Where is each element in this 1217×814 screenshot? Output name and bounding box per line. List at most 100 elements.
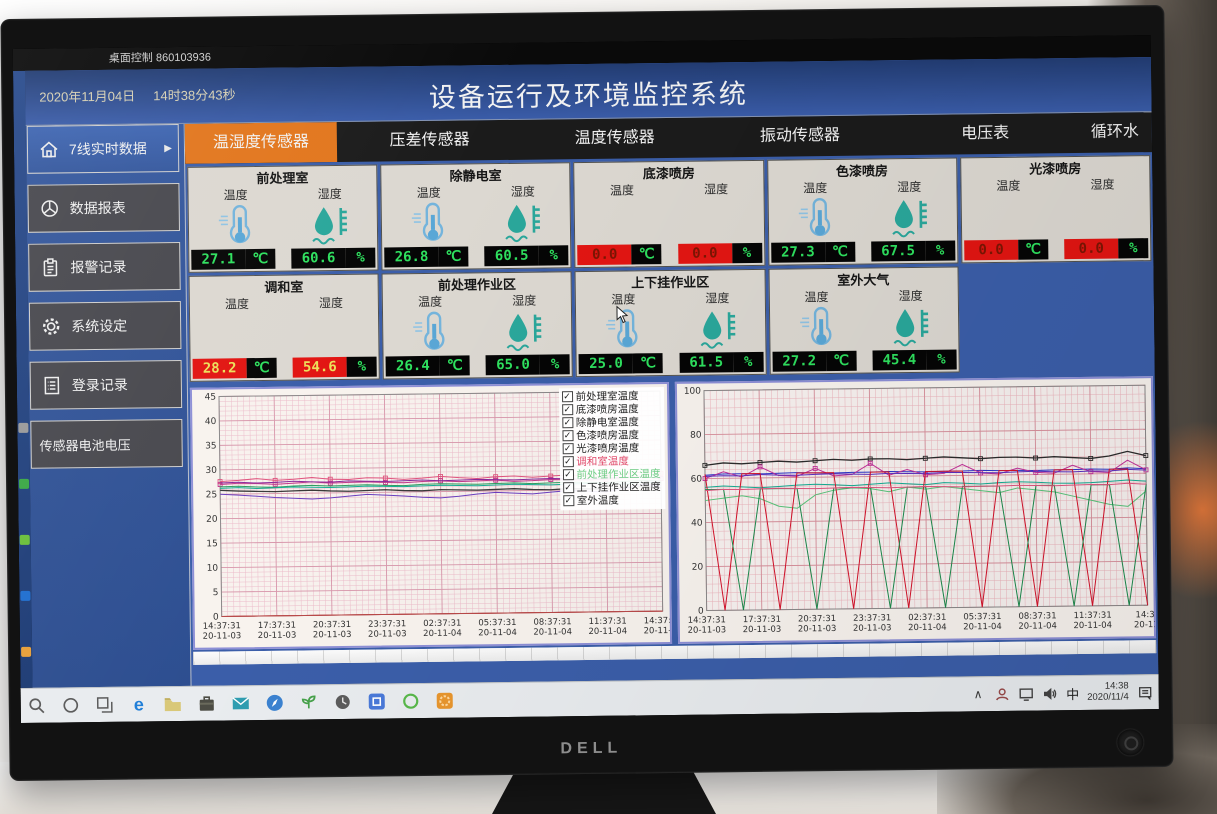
tab-5[interactable]: 电压表 [961,124,1010,143]
edge-icon[interactable]: e [133,694,144,715]
volume-icon[interactable] [1042,685,1058,701]
sidebar-item-4[interactable]: 系统设定 [28,300,182,351]
humidity-reading: 61.5% [679,351,764,373]
humidity-unit: % [733,351,764,373]
temp-label: 温度 [609,183,635,198]
svg-text:14:37:31: 14:37:31 [203,621,241,631]
svg-text:20:37:31: 20:37:31 [313,620,351,630]
desktop-icon-blue-app[interactable] [20,590,31,601]
sidebar-item-3[interactable]: 报警记录 [28,241,181,292]
humidity-reading: 60.5% [484,245,569,267]
humidity-label: 湿度 [705,291,730,306]
sidebar-item-5[interactable]: 登录记录 [29,359,183,410]
folder-icon[interactable] [163,694,183,714]
tab-4[interactable]: 振动传感器 [759,126,841,145]
svg-text:23:37:31: 23:37:31 [368,619,406,629]
humidity-unit: % [539,354,571,375]
remote-control-label: 桌面控制 860103936 [108,51,212,65]
legend-checkbox[interactable]: ✓ [561,430,574,442]
cortana-icon[interactable] [61,695,81,715]
clock-icon[interactable] [333,692,353,712]
home-icon [38,138,60,160]
svg-text:14:37: 14:37 [1135,610,1155,620]
panel-icons [961,192,1150,240]
temperature-reading: 26.4 ℃ [385,355,470,377]
legend-checkbox[interactable]: ✓ [562,443,574,455]
thermometer-icon [216,204,257,248]
sidebar-item-label: 报警记录 [70,258,127,276]
svg-text:20-11-04: 20-11-04 [588,627,627,637]
desktop-icon-gray-app[interactable] [18,422,29,433]
chart-canvas: 14:37:3120-11-0317:37:3120-11-0320:37:31… [683,384,1159,636]
panel-readings: 26.8 ℃ 60.5% [382,245,570,269]
humidity-reading: 45.4% [872,349,957,371]
briefcase-icon[interactable] [197,694,217,714]
svg-text:45: 45 [205,393,217,403]
legend-checkbox[interactable]: ✓ [562,482,574,494]
bluebox-icon[interactable] [367,691,387,711]
thermometer-icon [603,308,644,352]
panel-readings: 28.2 ℃ 54.6% [191,356,379,381]
humidity-label: 湿度 [317,186,342,202]
tab-6[interactable]: 循环水 [1090,123,1139,141]
taskbar-icons: e [27,691,455,716]
compass-icon[interactable] [265,693,285,713]
temperature-reading: 27.3 ℃ [770,241,856,263]
svg-text:05:37:31: 05:37:31 [963,612,1001,622]
temperature-reading: 27.1 ℃ [191,248,276,270]
panel-readings: 0.0 ℃ 0.0% [576,242,764,267]
sidebar-item-1[interactable]: 7线实时数据 ▶ [26,123,180,174]
app-body: 7线实时数据 ▶ 数据报表报警记录系统设定登录记录传感器电池电压 温湿度传感器 压差传… [25,112,1159,688]
humidity-value: 60.6 [291,247,346,269]
chart-legend: ✓ 前处理室温度 ✓ 底漆喷房温度 ✓ 除静电室温度 ✓ 色漆喷房温度 ✓ 光漆喷房温度 ✓ 调和室温… [558,387,665,511]
svg-text:05:37:31: 05:37:31 [478,618,516,628]
legend-checkbox[interactable]: ✓ [561,417,573,429]
orangebox-icon[interactable] [435,691,455,711]
sidebar-item-2[interactable]: 数据报表 [27,182,180,233]
taskview-icon[interactable] [95,695,115,715]
legend-checkbox[interactable]: ✓ [562,456,574,468]
monitor-power-button [1117,729,1144,756]
humidity-value: 60.5 [484,245,539,267]
search-icon[interactable] [27,696,47,716]
svg-text:20:37:31: 20:37:31 [797,614,835,624]
sensor-panel: 前处理作业区 温度 湿度 26.4 ℃ 65.0% [381,271,574,380]
sidebar-item-6[interactable]: 传感器电池电压 [30,418,183,469]
desktop-icon-orange-app[interactable] [21,646,32,657]
tab-1[interactable]: 温湿度传感器 [184,122,338,164]
chevron-up-icon[interactable]: ∧ [973,687,983,702]
tray-clock[interactable]: 14:38 2020/11/4 [1087,680,1129,703]
humidity-value: 61.5 [679,352,734,373]
tab-3[interactable]: 温度传感器 [574,129,655,148]
sidebar-item-label: 系统设定 [71,317,128,335]
droplet-icon [696,198,737,242]
temperature-unit: ℃ [632,353,664,374]
display-tray-icon[interactable] [1018,686,1034,702]
panel-icons [576,306,765,354]
desktop-icon-green-app[interactable] [19,478,30,489]
tab-2[interactable]: 压差传感器 [389,131,470,150]
droplet-icon [697,307,738,351]
humidity-reading: 0.0% [677,242,763,264]
temp-label: 温度 [224,297,250,312]
desktop-icon-leaf-app[interactable] [19,534,30,545]
temperature-value: 27.2 [772,351,827,372]
charts-area: 14:37:31 20-11-03 17:37:31 20-11-03 20:37:31… [189,376,1159,650]
main-area: 温湿度传感器 压差传感器 温度传感器 振动传感器 电压表 循环水 前处理室 温度 湿度 27.1… [184,112,1159,686]
sprout-icon[interactable] [299,692,319,712]
legend-checkbox[interactable]: ✓ [562,495,574,507]
legend-checkbox[interactable]: ✓ [561,404,573,416]
user-tray-icon[interactable] [994,686,1010,702]
legend-checkbox[interactable]: ✓ [561,391,573,403]
legend-checkbox[interactable]: ✓ [562,469,574,481]
legend-item-9[interactable]: ✓ 室外温度 [562,493,661,507]
mail-icon[interactable] [231,693,251,713]
greenring-icon[interactable] [401,691,421,711]
ime-indicator[interactable]: 中 [1066,686,1080,702]
humidity-unit: % [1118,238,1149,259]
empty-cell [961,264,1152,372]
notification-center-icon[interactable] [1137,684,1153,700]
svg-text:20-11-03: 20-11-03 [313,630,352,640]
temperature-value: 25.0 [578,353,634,375]
windows-desktop: 2020年11月04日 14时38分43秒 设备运行及环境监控系统 7线实时数据 ▶… [13,57,1159,688]
